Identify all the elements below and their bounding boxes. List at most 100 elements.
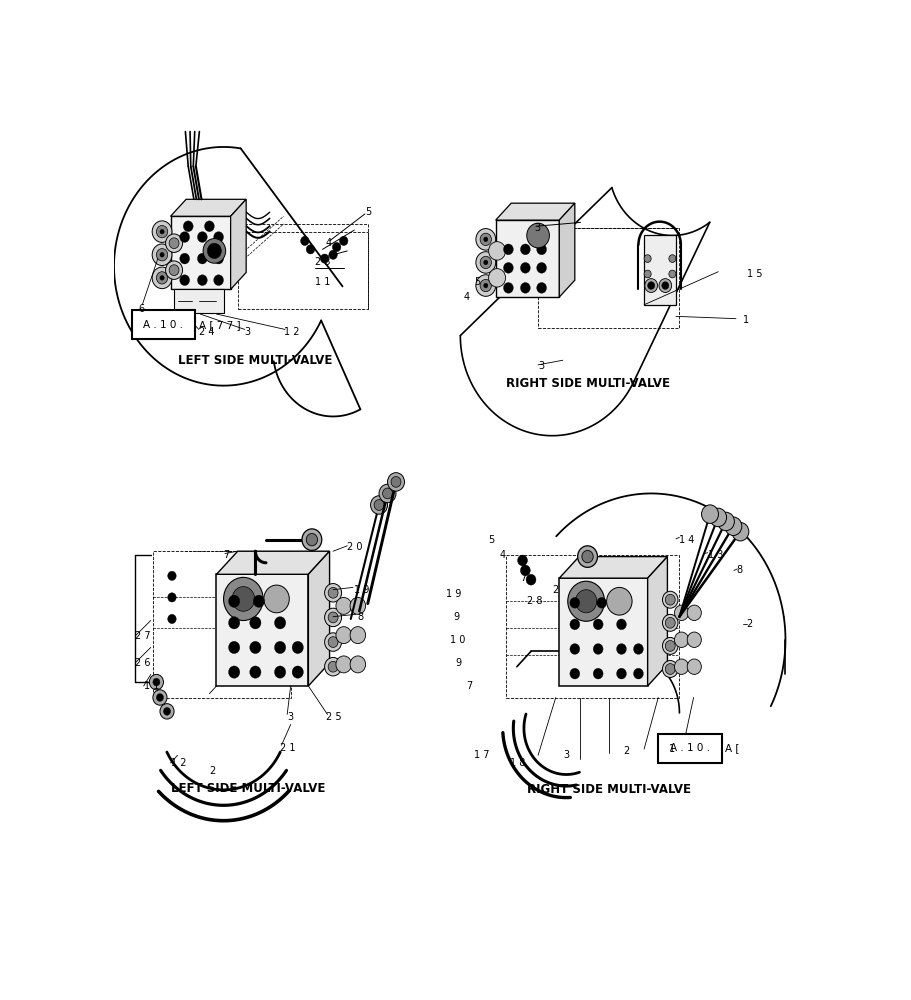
Circle shape [724,517,741,535]
Circle shape [717,512,733,531]
Circle shape [350,597,365,614]
Circle shape [197,232,207,242]
Circle shape [302,529,322,550]
Text: RIGHT SIDE MULTI-VALVE: RIGHT SIDE MULTI-VALVE [527,783,690,796]
Circle shape [536,262,546,273]
Circle shape [479,233,491,246]
Circle shape [168,571,176,580]
Circle shape [152,221,172,242]
Circle shape [383,488,392,499]
Text: 4: 4 [326,238,332,248]
Circle shape [370,496,387,514]
Text: 1: 1 [742,315,748,325]
Text: 2 6: 2 6 [135,658,150,668]
Text: 9: 9 [455,658,461,668]
Circle shape [616,619,626,630]
Text: 1 4: 1 4 [679,535,694,545]
Circle shape [328,661,338,672]
Circle shape [324,608,342,627]
Bar [174,289,223,312]
Circle shape [320,254,329,263]
Circle shape [659,279,670,292]
Circle shape [229,595,240,607]
Circle shape [159,704,174,719]
Text: 3: 3 [537,361,544,371]
Circle shape [274,666,285,678]
Bar [506,555,679,698]
Circle shape [350,627,365,644]
Text: 2 8: 2 8 [527,596,542,606]
Text: 5: 5 [474,277,480,287]
Circle shape [596,597,606,608]
Circle shape [387,473,404,491]
Circle shape [665,641,674,651]
Circle shape [674,632,688,647]
Circle shape [263,585,289,613]
Text: A [ 7 7 ]: A [ 7 7 ] [199,320,241,330]
Circle shape [647,282,654,289]
Circle shape [197,275,207,286]
Circle shape [665,594,674,605]
Circle shape [204,221,214,232]
Circle shape [644,279,657,292]
Circle shape [328,587,338,598]
Circle shape [324,584,342,602]
Circle shape [229,641,240,654]
Circle shape [231,587,254,611]
Circle shape [179,232,189,242]
Text: 8: 8 [357,612,363,622]
Text: 7: 7 [223,550,230,560]
Circle shape [674,659,688,674]
Circle shape [301,236,309,246]
Circle shape [157,249,168,261]
Circle shape [250,641,261,654]
Polygon shape [170,199,246,216]
Circle shape [616,668,626,679]
Text: 5: 5 [488,535,495,545]
Text: 6: 6 [138,304,145,314]
Text: 1 1: 1 1 [144,681,159,691]
Polygon shape [558,203,574,297]
Text: 2: 2 [210,766,215,776]
Text: 1 9: 1 9 [445,589,461,599]
Text: 2 1: 2 1 [280,743,295,753]
Circle shape [157,694,163,701]
Circle shape [159,229,164,234]
Bar [170,216,230,289]
Polygon shape [647,557,667,686]
Circle shape [157,272,168,284]
Circle shape [709,508,726,527]
Circle shape [661,661,677,677]
Text: 1 0: 1 0 [449,635,465,645]
Circle shape [169,265,179,276]
Circle shape [479,279,491,292]
Circle shape [168,593,176,602]
Text: 2: 2 [622,746,629,756]
Text: 1 1: 1 1 [315,277,331,287]
Bar [558,578,647,686]
Circle shape [665,664,674,674]
Text: 3: 3 [534,223,540,233]
Circle shape [153,678,159,686]
Text: 7: 7 [520,573,526,583]
Text: 4: 4 [464,292,469,302]
Text: LEFT SIDE MULTI-VALVE: LEFT SIDE MULTI-VALVE [171,782,325,795]
Circle shape [520,262,529,273]
Text: 1 2: 1 2 [170,758,186,768]
Circle shape [253,595,264,607]
Circle shape [391,477,401,487]
Circle shape [213,232,223,242]
Circle shape [379,484,395,503]
Circle shape [592,644,602,654]
Circle shape [324,633,342,651]
Circle shape [661,614,677,631]
Circle shape [592,619,602,630]
Circle shape [213,253,223,264]
Circle shape [335,627,351,644]
Circle shape [374,500,384,510]
Circle shape [179,253,189,264]
Circle shape [332,242,341,252]
Circle shape [503,244,513,255]
Circle shape [616,644,626,654]
Circle shape [159,276,164,280]
